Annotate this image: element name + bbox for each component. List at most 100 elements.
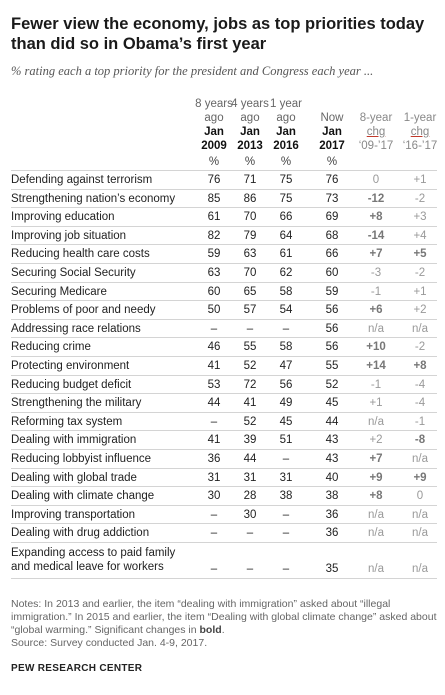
change-header-label: 8-year [359,112,393,124]
change-header-chg: chg [366,126,386,138]
value-cell: 52 [243,360,257,372]
change-1yr-cell: -1 [414,415,426,428]
value-cell: 60 [207,285,221,298]
value-cell: 55 [325,360,339,372]
row-label: Reducing budget deficit [11,378,132,391]
value-cell: 39 [243,434,257,447]
value-cell: 86 [243,192,257,205]
chart-subtitle: % rating each a top priority for the pre… [11,64,374,78]
value-cell: 31 [207,471,221,484]
row-label: Addressing race relations [11,322,141,335]
change-1yr-cell: 0 [416,490,424,503]
change-8yr-cell: +7 [369,453,383,465]
row-label: Improving education [11,211,115,224]
value-cell: 70 [243,267,257,279]
table-row: Protecting environment 41 52 47 55 +14 +8 [11,356,437,376]
value-cell: – [210,322,218,335]
value-cell: 54 [279,304,293,317]
column-header-sub: 1 year ago [270,98,302,124]
value-cell: 63 [243,248,257,261]
change-8yr-cell: -3 [370,267,382,279]
value-cell: 59 [207,248,221,261]
value-cell: 41 [207,360,221,372]
column-header-year: 2017 [319,140,345,152]
change-header-label: 1-year [403,112,437,124]
change-1yr-cell: -2 [414,267,426,279]
value-cell: – [210,563,218,575]
value-cell: 41 [243,397,257,410]
notes-bold-word: bold [199,624,222,636]
column-header-month: Jan [240,126,260,138]
column-header-sub: 4 years ago [231,98,269,124]
column-header-sub: 8 years ago [195,98,233,124]
change-1yr-cell: -4 [414,378,426,391]
table-row: Improving education 61 70 66 69 +8 +3 [11,207,437,227]
value-cell: 76 [207,174,221,186]
value-cell: 56 [325,341,339,354]
value-cell: – [246,322,254,335]
notes-text: Notes: In 2013 and earlier, the item “de… [11,598,437,636]
value-cell: 65 [243,285,257,298]
row-label: Dealing with climate change [11,490,155,503]
value-cell: 49 [279,397,293,410]
value-cell: 66 [325,248,339,261]
notes-end: . [221,624,225,636]
change-1yr-cell: +2 [413,304,427,317]
value-cell: – [210,415,218,428]
change-1yr-cell: n/a [412,322,428,335]
change-8yr-cell: +10 [366,341,386,354]
change-1yr-cell: n/a [412,527,428,540]
row-label: Protecting environment [11,360,130,372]
value-cell: – [282,563,290,575]
change-1yr-cell: +9 [413,471,427,484]
value-cell: 62 [279,267,293,279]
table-row: Reducing health care costs 59 63 61 66 +7 +5 [11,244,437,264]
column-header-year: 2009 [201,140,227,152]
value-cell: 72 [243,378,257,391]
change-1yr-cell: +1 [413,285,427,298]
value-cell: 43 [325,434,339,447]
value-cell: 38 [279,490,293,503]
value-cell: 43 [325,453,339,465]
row-label: Securing Social Security [11,267,136,279]
change-8yr-cell: n/a [368,527,384,540]
value-cell: 45 [279,415,293,428]
value-cell: 82 [207,229,221,242]
column-header: 1 year ago Jan 2016% [263,97,309,169]
table-row: Addressing race relations – – – 56 n/a n/a [11,318,437,339]
value-cell: 31 [279,471,293,484]
column-header-month: Jan [276,126,296,138]
row-label: Securing Medicare [11,285,107,298]
value-cell: 73 [325,192,339,205]
change-header-chg: chg [410,126,430,138]
value-cell: 46 [207,341,221,354]
row-label: Defending against terrorism [11,174,153,186]
table-bottom-rule [11,578,437,579]
change-8yr-cell: n/a [368,563,384,575]
row-label: Dealing with global trade [11,471,137,484]
value-cell: 28 [243,490,257,503]
value-cell: 68 [325,229,339,242]
value-cell: 76 [325,174,339,186]
chart-notes: Notes: In 2013 and earlier, the item “de… [11,598,437,650]
value-cell: 58 [279,285,293,298]
value-cell: – [246,527,254,540]
change-1yr-cell: n/a [412,453,428,465]
column-header-unit: % [280,156,292,168]
value-cell: 61 [207,211,221,224]
column-header-sub: Now [320,112,344,124]
change-1yr-cell: +3 [413,211,427,224]
row-label: Strengthening the military [11,397,142,410]
column-header-unit: % [208,156,220,168]
row-label: Reducing crime [11,341,91,354]
row-label: Problems of poor and needy [11,304,156,317]
value-cell: 70 [243,211,257,224]
table-row: Strengthening nation’s economy 85 86 75 73 -1… [11,188,437,209]
table-row: Improving job situation 82 79 64 68 -14 +4 [11,225,437,246]
value-cell: 56 [279,378,293,391]
value-cell: – [246,563,254,575]
row-label: Reforming tax system [11,415,123,428]
value-cell: 75 [279,174,293,186]
value-cell: 38 [325,490,339,503]
